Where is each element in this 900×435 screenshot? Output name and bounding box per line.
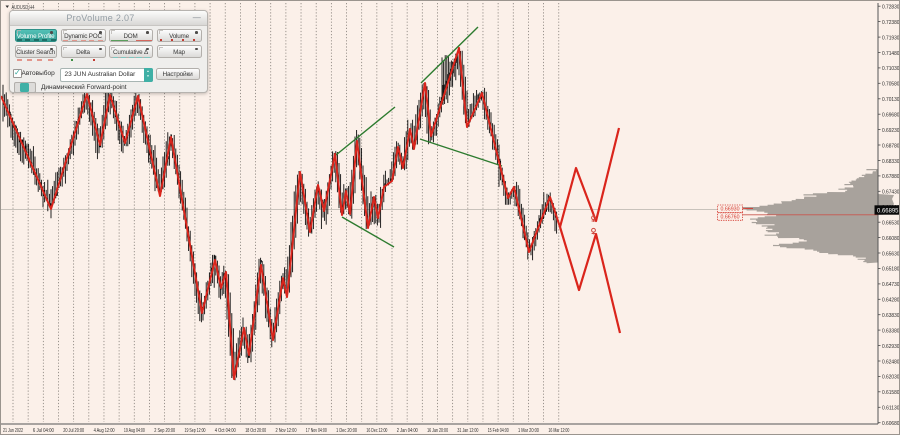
svg-text:0.68780: 0.68780 [882, 143, 900, 149]
svg-text:18 Oct 20:00: 18 Oct 20:00 [245, 428, 266, 434]
svg-text:0.72380: 0.72380 [882, 20, 900, 26]
svg-text:0.69230: 0.69230 [882, 128, 900, 134]
svg-text:0.66930: 0.66930 [721, 207, 740, 213]
svg-text:4 Aug 12:00: 4 Aug 12:00 [94, 428, 115, 434]
svg-text:17 Nov 04:00: 17 Nov 04:00 [306, 428, 327, 434]
svg-text:0.64280: 0.64280 [882, 298, 900, 304]
svg-text:16 Mar 12:00: 16 Mar 12:00 [548, 428, 569, 434]
svg-text:20 Jul 20:00: 20 Jul 20:00 [63, 428, 84, 434]
svg-text:0.62030: 0.62030 [882, 375, 900, 381]
svg-text:4 Oct 04:00: 4 Oct 04:00 [215, 428, 236, 434]
svg-text:2 Jan 04:00: 2 Jan 04:00 [397, 428, 418, 434]
svg-text:0.71480: 0.71480 [882, 51, 900, 57]
svg-text:19 Sep 12:00: 19 Sep 12:00 [185, 428, 206, 434]
svg-text:0.72830: 0.72830 [882, 5, 900, 11]
svg-text:0.70580: 0.70580 [882, 82, 900, 88]
svg-text:0.68330: 0.68330 [882, 159, 900, 165]
svg-text:0.63830: 0.63830 [882, 313, 900, 319]
svg-text:16 Dec 12:00: 16 Dec 12:00 [366, 428, 387, 434]
svg-text:0.66760: 0.66760 [721, 215, 740, 221]
svg-text:0.60680: 0.60680 [882, 421, 900, 427]
svg-text:2 Sep 20:00: 2 Sep 20:00 [154, 428, 175, 434]
svg-text:0.65630: 0.65630 [882, 251, 900, 257]
svg-text:1 Mar 20:00: 1 Mar 20:00 [518, 428, 539, 434]
svg-text:0.66080: 0.66080 [882, 236, 900, 242]
svg-text:6 Jul 04:00: 6 Jul 04:00 [33, 428, 54, 434]
svg-text:0.69680: 0.69680 [882, 113, 900, 119]
svg-text:15 Feb 04:00: 15 Feb 04:00 [488, 428, 509, 434]
svg-text:0.67430: 0.67430 [882, 190, 900, 196]
svg-text:0.71930: 0.71930 [882, 35, 900, 41]
svg-text:0.61130: 0.61130 [882, 406, 900, 412]
svg-text:0.67880: 0.67880 [882, 174, 900, 180]
svg-text:1 Dec 20:00: 1 Dec 20:00 [336, 428, 357, 434]
svg-text:AUDUSD,H4: AUDUSD,H4 [12, 5, 36, 11]
svg-text:0.66530: 0.66530 [882, 221, 900, 227]
svg-text:0.64730: 0.64730 [882, 282, 900, 288]
svg-text:0.65180: 0.65180 [882, 267, 900, 273]
svg-text:0.62930: 0.62930 [882, 344, 900, 350]
svg-text:16 Jan 20:00: 16 Jan 20:00 [427, 428, 448, 434]
svg-text:0.63380: 0.63380 [882, 328, 900, 334]
svg-text:0.71030: 0.71030 [882, 66, 900, 72]
svg-text:19 Aug 04:00: 19 Aug 04:00 [124, 428, 145, 434]
svg-text:21 Jun 2022: 21 Jun 2022 [3, 428, 23, 434]
svg-text:0.66895: 0.66895 [877, 208, 899, 215]
svg-text:0.70130: 0.70130 [882, 97, 900, 103]
svg-text:0.61580: 0.61580 [882, 390, 900, 396]
svg-text:2 Nov 12:00: 2 Nov 12:00 [276, 428, 297, 434]
svg-text:31 Jan 12:00: 31 Jan 12:00 [457, 428, 478, 434]
svg-text:0.62480: 0.62480 [882, 359, 900, 365]
